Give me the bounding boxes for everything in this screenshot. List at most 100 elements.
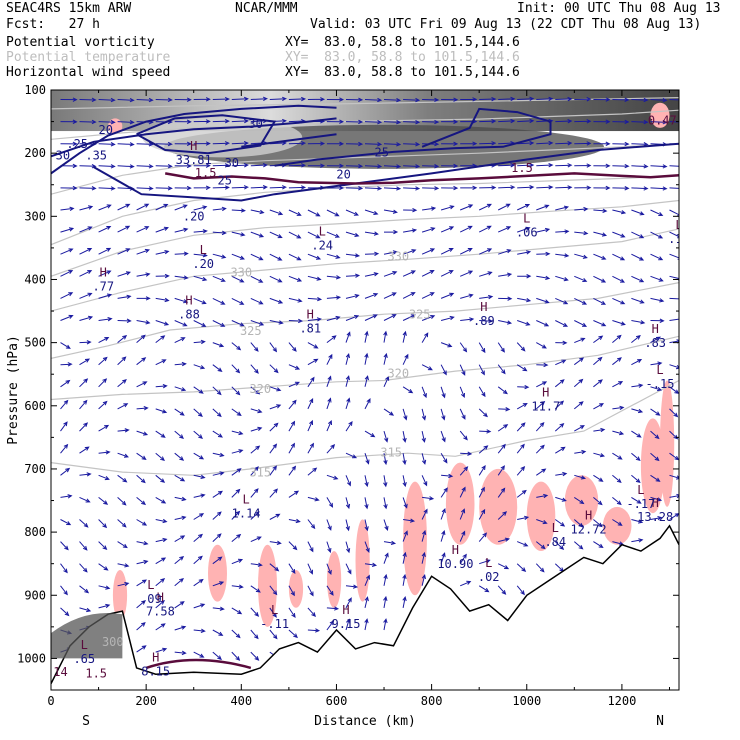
wind-vector: [631, 474, 641, 484]
wind-vector: [536, 251, 551, 257]
contour-value-label: 315: [380, 445, 402, 459]
wind-vector: [136, 559, 149, 565]
wind-vector: [136, 226, 150, 233]
wind-vector: [459, 225, 473, 233]
wind-vector: [174, 227, 189, 233]
wind-vector: [250, 445, 261, 454]
wind-vector: [441, 119, 459, 124]
wind-vector: [669, 209, 679, 217]
contour-value-label: 14: [53, 665, 67, 679]
wind-vector: [555, 496, 567, 502]
wind-vector: [117, 248, 131, 255]
hl-symbol: H: [152, 651, 159, 665]
wind-vector: [479, 96, 497, 102]
wind-vector: [250, 253, 264, 261]
wind-vector: [440, 248, 454, 255]
wind-vector: [345, 563, 352, 575]
field-xy-pv: XY= 83.0, 58.8 to 101.5,144.6: [285, 35, 520, 50]
wind-vector: [212, 452, 225, 457]
wind-vector: [403, 97, 421, 103]
wind-vector: [79, 248, 93, 255]
wind-vector: [60, 541, 69, 551]
wind-vector: [497, 226, 512, 233]
wind-vector: [212, 556, 223, 565]
wind-vector: [497, 487, 506, 498]
wind-vector: [421, 332, 429, 343]
wind-vector: [288, 318, 304, 324]
contour-value-label: 330: [387, 250, 409, 264]
wind-vector: [478, 203, 492, 211]
wind-vector: [459, 486, 466, 498]
wind-vector: [421, 269, 435, 277]
y-tick-label: 200: [24, 146, 46, 160]
wind-vector: [345, 294, 360, 299]
wind-vector: [364, 398, 371, 410]
wind-vector: [136, 320, 151, 325]
wind-vector: [478, 364, 485, 376]
wind-vector: [536, 185, 554, 190]
wind-vector: [174, 625, 187, 631]
wind-vector: [612, 119, 630, 125]
wind-vector: [574, 449, 587, 455]
contour-value-label: 1.5: [85, 666, 107, 680]
wind-vector: [250, 231, 265, 238]
wind-vector: [650, 209, 664, 216]
y-axis-label: Pressure (hPa): [6, 335, 21, 445]
wind-vector: [326, 315, 341, 321]
wind-vector: [326, 606, 340, 611]
hl-symbol: H: [190, 139, 197, 153]
wind-vector: [79, 399, 88, 410]
wind-vector: [231, 651, 241, 661]
wind-vector: [288, 163, 307, 168]
pv-shaded-region: [112, 570, 128, 621]
wind-vector: [60, 519, 72, 526]
wind-vector: [574, 141, 592, 146]
wind-vector: [517, 274, 532, 279]
x-tick-label: 200: [135, 694, 157, 708]
wind-vector: [98, 497, 109, 505]
wind-vector: [288, 141, 307, 146]
wind-vector: [593, 474, 604, 482]
wind-vector: [517, 96, 535, 102]
contour-labels-layer: H.77H.88 H.81H.89H.83H11.7H13.28H12.72H10…: [53, 114, 679, 681]
hl-value: 33.81: [176, 153, 212, 167]
wind-vector: [60, 585, 68, 596]
wind-vector: [117, 403, 129, 410]
wind-vector: [555, 519, 566, 527]
wind-vector: [117, 541, 128, 549]
wind-vector: [364, 430, 376, 438]
wind-vector: [231, 208, 246, 213]
x-tick-label: 0: [47, 694, 54, 708]
wind-vector: [155, 186, 173, 191]
contour-value-label: 1.5: [195, 166, 217, 180]
wind-vector: [136, 164, 154, 169]
wind-vector: [497, 424, 509, 432]
wind-vector: [383, 430, 389, 443]
wind-vector: [288, 563, 296, 574]
wind-vector: [497, 465, 505, 476]
wind-vector: [60, 379, 71, 388]
wind-vector: [364, 119, 383, 125]
wind-vector: [555, 163, 573, 168]
wind-vector: [593, 253, 607, 260]
wind-vector: [98, 400, 108, 410]
wind-vector: [498, 272, 513, 277]
wind-vector: [117, 225, 131, 233]
wind-vector: [497, 443, 506, 454]
wind-vector: [612, 405, 625, 411]
wind-vector: [383, 120, 402, 125]
wind-vector: [288, 364, 301, 370]
wind-vector: [212, 253, 227, 259]
wind-vector: [631, 538, 644, 543]
wind-vector: [555, 185, 573, 190]
wind-vector: [250, 162, 268, 168]
wind-vector: [231, 163, 249, 168]
wind-vector: [631, 383, 644, 388]
wind-vector: [650, 186, 668, 191]
wind-speed-contour-layer: [51, 104, 679, 202]
wind-vector: [555, 141, 573, 146]
wind-vector: [364, 314, 378, 321]
wind-vector: [307, 541, 314, 553]
wind-vector: [345, 331, 351, 343]
wind-vector: [174, 386, 187, 392]
